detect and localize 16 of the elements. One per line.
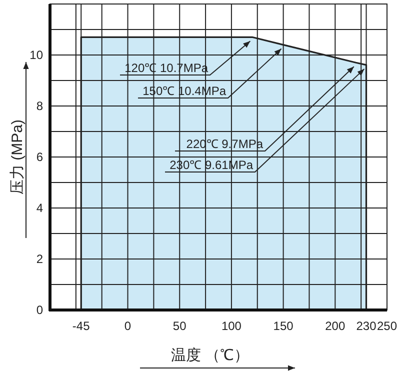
y-tick-label: 0 [36,303,44,317]
x-tick-label: 100 [221,319,242,333]
x-axis-title: 温度 （℃） [170,347,250,364]
y-tick-label: 10 [30,48,44,62]
y-tick-label: 6 [36,150,44,164]
y-axis-title: 压力 (MPa) [9,119,26,194]
x-tick-label: 200 [325,319,346,333]
x-tick-label: 230 [356,319,377,333]
y-tick-label: 2 [36,252,44,266]
x-tick-label: 50 [172,319,187,333]
x-tick-label: -45 [72,319,90,333]
y-tick-label: 4 [36,201,44,215]
x-tick-label: 0 [124,319,132,333]
x-tick-label: 150 [273,319,294,333]
x-tick-label: 250 [376,319,398,333]
y-tick-label: 8 [36,99,44,113]
